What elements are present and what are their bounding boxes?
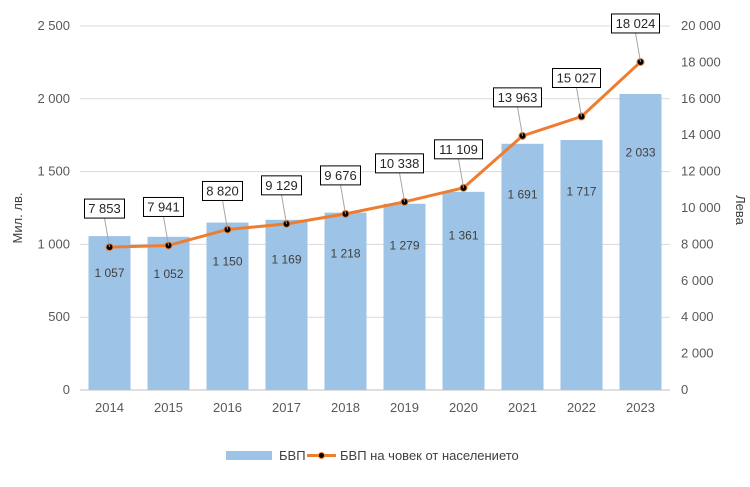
y2-tick-label: 10 000 [681,200,721,215]
bar-value-label: 2 033 [625,145,655,159]
x-tick-label: 2021 [508,400,537,415]
callout-leader [281,194,287,224]
bar-value-label: 1 218 [330,246,360,260]
line-path [109,60,642,249]
legend-bar-swatch [226,451,272,460]
line-value-label: 8 820 [206,183,239,198]
line-value-label: 9 129 [265,178,298,193]
y-tick-label: 2 000 [37,91,70,106]
y2-tick-label: 20 000 [681,18,721,33]
y2-tick-label: 12 000 [681,164,721,179]
callout-box [261,175,302,196]
y2-tick-label: 16 000 [681,91,721,106]
x-tick-label: 2020 [449,400,478,415]
y-tick-label: 1 000 [37,236,70,251]
line-value-label: 13 963 [498,90,538,105]
x-tick-label: 2016 [213,400,242,415]
callout-leader [340,184,346,214]
callout-box [493,87,542,108]
x-tick-label: 2022 [567,400,596,415]
line-value-label: 11 109 [439,142,478,157]
bar-value-label: 1 150 [212,255,242,269]
x-tick-label: 2014 [95,400,124,415]
line-value-label: 10 338 [380,156,420,171]
callout-box [202,180,243,201]
callout-leader [163,216,169,246]
legend-line-label: БВП на човек от населението [340,448,519,463]
y2-tick-label: 4 000 [681,309,714,324]
legend: БВП БВП на човек от населението [226,448,519,463]
callout-leader [517,106,523,136]
line-value-label: 9 676 [324,168,357,183]
bar [88,236,131,390]
bar [147,236,190,390]
data-labels: 1 057 1 052 1 150 1 169 1 218 1 279 1 361 1 691… [84,13,660,281]
x-tick-label: 2023 [626,400,655,415]
bars [88,93,662,390]
callout-leader [635,32,641,63]
x-tick-label: 2018 [331,400,360,415]
bar [324,212,367,390]
bar-value-label: 1 717 [566,185,596,199]
bar [383,203,426,390]
y2-tick-label: 6 000 [681,273,714,288]
bar-value-label: 1 279 [389,239,419,253]
y2-tick-label: 8 000 [681,236,714,251]
callout-box [611,13,660,34]
callout-box [143,196,184,217]
line-value-label: 7 853 [88,201,121,216]
bar-value-label: 1 361 [448,229,478,243]
bar [206,222,249,390]
y2-tick-label: 14 000 [681,127,721,142]
callout-leader [576,87,582,117]
y-tick-label: 2 500 [37,18,70,33]
callout-box [320,165,361,186]
bar [501,143,544,390]
x-tick-label: 2017 [272,400,301,415]
callout-leader [222,200,228,230]
y2-tick-label: 2 000 [681,346,714,361]
bar-value-label: 1 057 [94,266,124,280]
x-tick-label: 2015 [154,400,183,415]
line-value-label: 15 027 [557,71,597,86]
bar [265,219,308,390]
axes: 0 500 1 000 1 500 2 000 2 500 0 2 000 4 000 6 000… [37,18,720,415]
y2-axis-title: Лева [733,195,748,226]
callout-leader [104,217,110,248]
bar-value-label: 1 052 [153,267,183,281]
line-value-label: 7 941 [147,199,180,214]
x-tick-label: 2019 [390,400,419,415]
callout-box [84,198,125,219]
y2-tick-label: 0 [681,382,688,397]
y-tick-label: 1 500 [37,164,70,179]
legend-bar-label: БВП [279,448,306,463]
bar-value-label: 1 691 [507,188,537,202]
y-tick-label: 500 [48,309,70,324]
bar [619,93,662,390]
callout-box [375,153,424,174]
bar [560,140,603,390]
y2-tick-label: 18 000 [681,54,721,69]
bar-value-label: 1 169 [271,252,301,266]
y-axis-title: Мил. лв. [10,192,25,243]
callout-leader [458,158,464,188]
line-series [105,57,645,252]
callout-box [434,139,483,160]
callout-box [552,68,601,89]
legend-line-marker [318,452,325,459]
bar [442,191,485,390]
callout-leader [399,172,405,202]
y-tick-label: 0 [63,382,70,397]
line-value-label: 18 024 [616,16,656,31]
